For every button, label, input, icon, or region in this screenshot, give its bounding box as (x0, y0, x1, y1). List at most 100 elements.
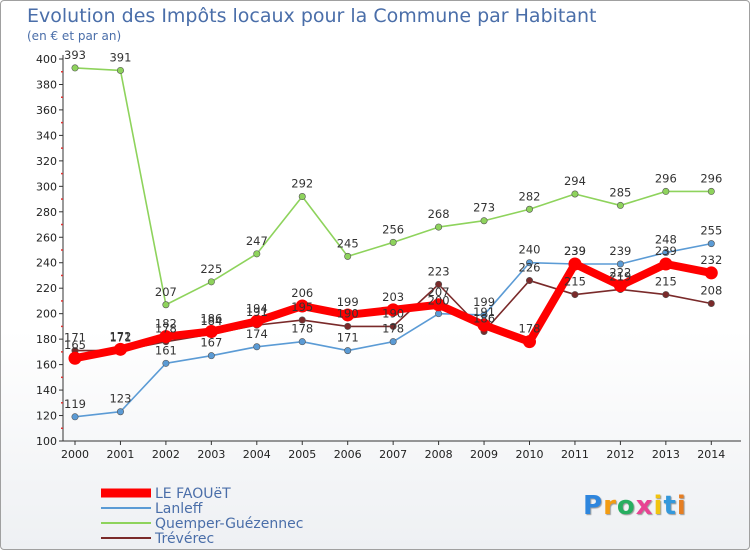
data-point (662, 249, 670, 257)
x-tick-label: 2002 (152, 448, 180, 461)
data-point (159, 330, 173, 344)
legend-label: Trévérec (154, 531, 214, 547)
data-point (344, 322, 352, 330)
data-point (568, 257, 582, 271)
data-point (613, 279, 627, 293)
data-label: 225 (200, 262, 222, 276)
data-label: 285 (609, 185, 631, 199)
data-label: 239 (609, 244, 631, 258)
y-tick-label: 360 (36, 104, 57, 117)
data-label: 282 (519, 189, 541, 203)
data-point (116, 408, 124, 416)
y-tick-label: 340 (36, 129, 57, 142)
data-point (480, 217, 488, 225)
x-tick-label: 2006 (334, 448, 362, 461)
data-label: 232 (700, 253, 722, 267)
data-point (162, 359, 170, 367)
data-point (71, 64, 79, 72)
x-tick-label: 2011 (561, 448, 589, 461)
series-2 (71, 64, 715, 309)
chart-title: Evolution des Impôts locaux pour la Comm… (27, 5, 597, 27)
y-tick-label: 380 (36, 78, 57, 91)
y-tick-label: 140 (36, 384, 57, 397)
data-label: 123 (109, 392, 131, 406)
data-label: 215 (655, 275, 677, 289)
y-tick-label: 180 (36, 333, 57, 346)
data-label: 223 (428, 264, 450, 278)
proxiti-logo: Proxiti (583, 491, 687, 521)
data-point (525, 205, 533, 213)
data-label: 178 (291, 322, 313, 336)
data-label: 200 (428, 294, 450, 308)
data-label: 215 (564, 275, 586, 289)
data-label: 219 (609, 269, 631, 283)
data-label: 207 (155, 285, 177, 299)
data-label: 119 (64, 397, 86, 411)
data-label: 191 (246, 305, 268, 319)
data-label: 255 (700, 224, 722, 238)
x-tick-label: 2007 (379, 448, 407, 461)
data-label: 194 (246, 301, 268, 315)
data-point (662, 291, 670, 299)
data-label: 171 (337, 331, 359, 345)
x-tick-label: 2003 (197, 448, 225, 461)
data-label: 184 (200, 314, 222, 328)
data-label: 191 (473, 305, 495, 319)
data-label: 171 (109, 331, 131, 345)
data-point (435, 310, 443, 318)
data-point (68, 351, 82, 365)
logo-letter: P (583, 491, 604, 521)
y-tick-label: 100 (36, 435, 57, 448)
legend-label: LE FAOUëT (155, 486, 231, 502)
data-point (298, 193, 306, 201)
data-point (571, 291, 579, 299)
y-tick-label: 280 (36, 206, 57, 219)
data-point (523, 335, 536, 349)
x-tick-label: 2012 (606, 448, 634, 461)
x-tick-label: 2000 (61, 448, 89, 461)
data-label: 208 (700, 283, 722, 297)
data-label: 178 (382, 322, 404, 336)
x-tick-label: 2001 (106, 448, 134, 461)
y-tick-label: 200 (36, 308, 57, 321)
data-point (298, 316, 306, 324)
data-label: 296 (655, 171, 677, 185)
data-point (707, 299, 715, 307)
data-point (662, 187, 670, 195)
data-label: 296 (700, 171, 722, 185)
y-tick-label: 160 (36, 359, 57, 372)
data-point (480, 311, 488, 319)
data-label: 165 (64, 338, 86, 352)
data-label: 247 (246, 234, 268, 248)
data-point (162, 301, 170, 309)
chart-subtitle: (en € et par an) (27, 29, 122, 43)
x-tick-label: 2008 (425, 448, 453, 461)
data-label: 240 (519, 243, 541, 257)
data-label: 206 (291, 286, 313, 300)
data-label: 239 (564, 244, 586, 258)
data-point (250, 314, 264, 328)
data-point (116, 66, 124, 74)
logo-letter: t (663, 491, 677, 521)
x-tick-label: 2010 (516, 448, 544, 461)
data-label: 178 (155, 322, 177, 336)
data-point (253, 343, 261, 351)
data-point (389, 322, 397, 330)
data-label: 393 (64, 48, 86, 62)
logo-letter: o (616, 491, 636, 521)
data-label: 391 (109, 50, 131, 64)
data-label: 292 (291, 177, 313, 191)
data-point (71, 413, 79, 421)
data-point (344, 252, 352, 260)
data-point (659, 257, 673, 271)
legend-label: Quemper-Guézennec (155, 516, 303, 532)
series-labels-2: 393 391 207 225 247 292 245 256 268 273 282 294 285 2… (64, 48, 722, 299)
data-point (432, 298, 446, 312)
data-label: 273 (473, 201, 495, 215)
data-point (435, 280, 443, 288)
data-label: 161 (155, 343, 177, 357)
data-label: 190 (337, 306, 359, 320)
